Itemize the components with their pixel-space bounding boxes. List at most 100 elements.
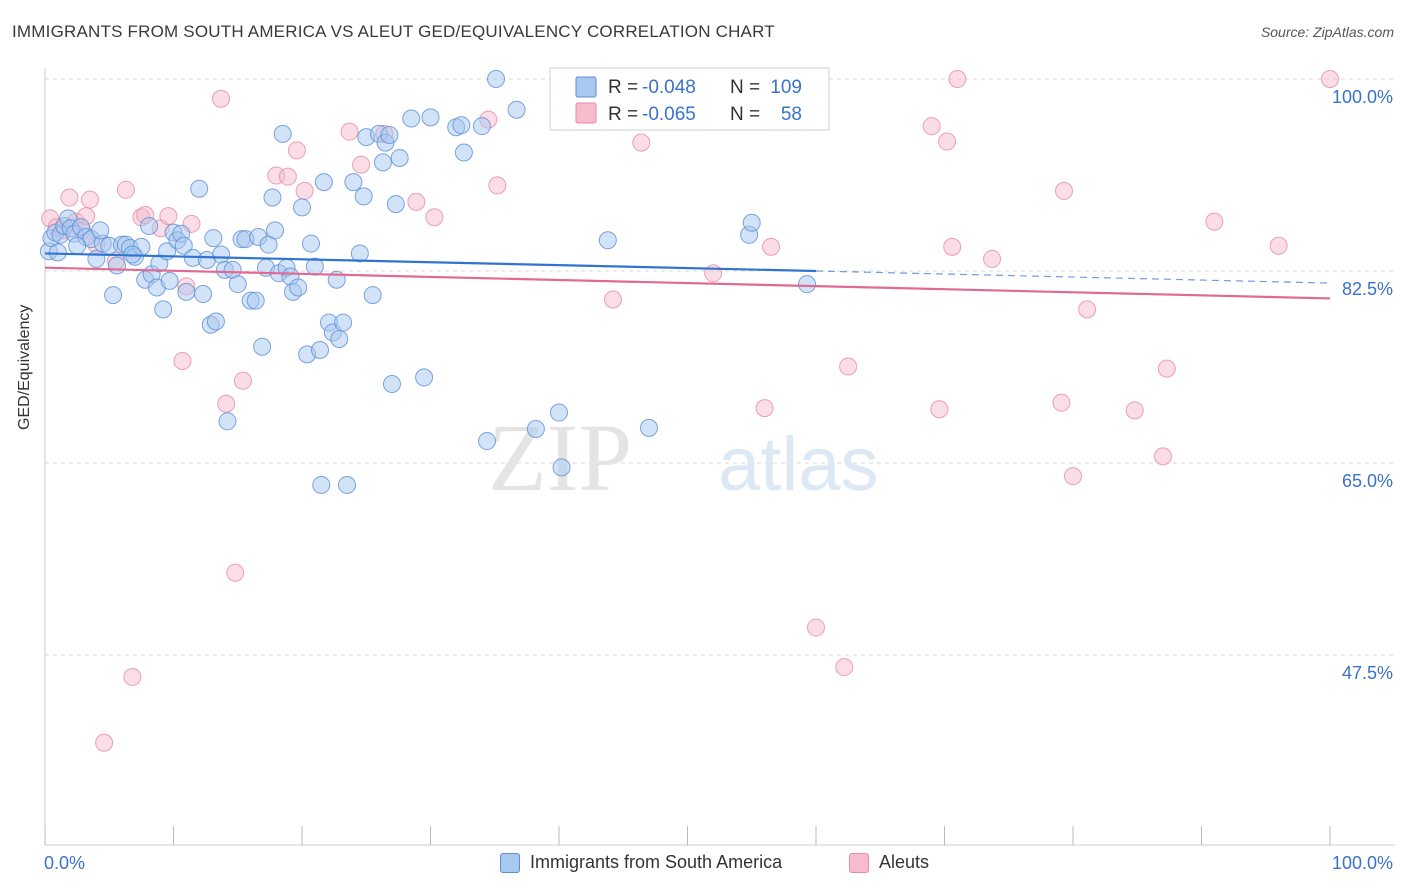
aleuts-point-37: [704, 264, 723, 283]
immigrants-point-41: [212, 245, 231, 264]
aleuts-point-44: [930, 400, 949, 419]
legend-item-immigrants: Immigrants from South America: [500, 852, 782, 873]
aleuts-point-42: [839, 357, 858, 376]
immigrants-point-14: [104, 286, 123, 305]
immigrants-point-107: [91, 221, 110, 240]
immigrants-trend-line: [44, 252, 817, 273]
legend-bottom: Immigrants from South America Aleuts: [0, 852, 1406, 876]
aleuts-point-49: [1052, 393, 1071, 412]
immigrants-point-97: [526, 419, 545, 438]
immigrants-point-62: [293, 198, 311, 217]
y-tick-label-1: 65.0%: [1342, 471, 1393, 491]
aleuts-point-9: [95, 733, 114, 752]
legend-n-value-blue: 109: [770, 77, 802, 98]
aleuts-point-58: [1321, 70, 1339, 88]
legend-r-label-pink: R =: [608, 104, 638, 125]
immigrants-point-83: [380, 125, 399, 144]
immigrants-point-85: [386, 195, 405, 214]
immigrants-point-33: [177, 282, 196, 301]
immigrants-point-68: [312, 475, 331, 494]
immigrants-point-79: [363, 286, 382, 305]
y-tick-label-0: 47.5%: [1342, 663, 1393, 683]
immigrants-point-35: [190, 179, 209, 198]
legend-top: R = -0.048 N = 109 R = -0.065 N = 58: [549, 67, 830, 131]
aleuts-point-27: [295, 181, 314, 200]
immigrants-point-103: [742, 213, 761, 232]
legend-n-value-pink: 58: [781, 104, 802, 125]
aleuts-point-41: [835, 658, 854, 677]
aleuts-point-7: [80, 190, 99, 209]
immigrants-point-74: [337, 475, 356, 494]
grid-lines: [45, 78, 1395, 656]
immigrants-point-84: [382, 375, 401, 394]
aleuts-point-11: [116, 180, 135, 199]
immigrants-point-92: [454, 143, 473, 162]
immigrants-point-104: [798, 275, 817, 294]
immigrants-point-22: [140, 217, 159, 236]
immigrants-point-106: [68, 236, 87, 255]
aleuts-point-40: [807, 618, 825, 637]
immigrants-point-76: [350, 244, 369, 263]
immigrants-point-55: [266, 221, 285, 240]
x-tick-label-0: 0.0%: [44, 853, 85, 873]
legend-n-label-pink: N =: [730, 104, 760, 125]
aleuts-point-51: [1064, 467, 1082, 486]
immigrants-point-88: [415, 368, 434, 387]
immigrants-point-40: [206, 312, 225, 331]
immigrants-point-36: [194, 285, 213, 304]
immigrants-point-61: [289, 278, 308, 297]
y-tick-label-2: 82.5%: [1342, 279, 1393, 299]
watermark: ZIP atlas: [488, 404, 879, 511]
aleuts-point-20: [212, 89, 231, 108]
immigrants-point-51: [253, 337, 272, 356]
tick-labels: 47.5% 65.0% 82.5% 100.0% 0.0% 100.0%: [44, 87, 1393, 873]
chart-source: Source: ZipAtlas.com: [1260, 24, 1394, 40]
aleuts-point-45: [938, 132, 957, 151]
aleuts-point-28: [340, 122, 359, 141]
watermark-atlas: atlas: [718, 422, 879, 507]
aleuts-point-46: [943, 237, 962, 256]
aleuts-point-17: [173, 351, 192, 370]
aleuts-point-16: [159, 207, 178, 226]
legend-swatch-immigrants: [500, 852, 520, 873]
immigrants-point-73: [334, 313, 353, 332]
legend-swatch-aleuts: [849, 852, 869, 873]
axes: [44, 68, 1395, 846]
legend-label-immigrants: Immigrants from South America: [530, 852, 783, 872]
aleuts-point-56: [1205, 212, 1224, 231]
aleuts-point-23: [233, 371, 252, 390]
immigrants-point-99: [552, 458, 571, 477]
immigrants-point-81: [373, 153, 392, 172]
immigrants-point-66: [310, 340, 329, 359]
aleuts-point-29: [352, 155, 371, 174]
immigrants-point-45: [228, 275, 247, 294]
immigrants-point-54: [263, 188, 282, 207]
aleuts-point-55: [1157, 359, 1176, 378]
aleuts-point-34: [488, 176, 507, 195]
immigrants-point-87: [402, 109, 421, 128]
y-tick-label-3: 100.0%: [1332, 87, 1393, 107]
immigrants-point-105: [48, 243, 67, 262]
aleuts-trend-line: [44, 266, 1331, 300]
legend-swatch-pink: [575, 102, 597, 124]
chart-title: IMMIGRANTS FROM SOUTH AMERICA VS ALEUT G…: [12, 22, 775, 41]
legend-r-value-pink: -0.065: [642, 104, 696, 125]
trend-lines: [44, 252, 1331, 300]
aleuts-point-48: [983, 249, 1002, 268]
immigrants-point-26: [154, 300, 173, 319]
aleuts-point-21: [217, 394, 236, 413]
immigrants-point-32: [174, 236, 193, 255]
immigrants-trend-extension: [815, 270, 1331, 284]
immigrants-point-98: [550, 403, 568, 422]
immigrants-point-101: [639, 418, 658, 437]
immigrants-point-100: [598, 231, 617, 250]
aleuts-point-38: [755, 399, 774, 418]
aleuts-point-36: [632, 133, 651, 152]
aleuts-point-31: [407, 192, 426, 211]
immigrants-point-43: [218, 412, 237, 431]
immigrants-point-64: [301, 234, 320, 253]
legend-item-aleuts: Aleuts: [849, 852, 929, 873]
immigrants-point-15: [107, 256, 126, 275]
immigrants-point-72: [330, 330, 349, 349]
watermark-zip: ZIP: [488, 404, 632, 511]
